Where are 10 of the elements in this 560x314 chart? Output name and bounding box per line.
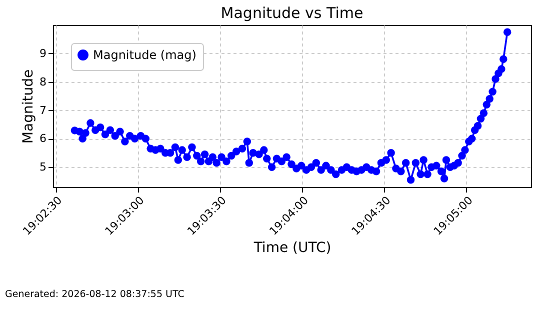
y-tick-label: 8 xyxy=(40,75,46,88)
chart-title: Magnitude vs Time xyxy=(220,4,364,22)
y-tick-label: 6 xyxy=(40,132,46,146)
y-tick-label: 7 xyxy=(40,104,46,117)
legend-label: Magnitude (mag) xyxy=(93,48,196,62)
y-tick-label: 5 xyxy=(40,160,46,174)
text: Generated: 2026-08-12 08:37:55 UTC xyxy=(5,289,185,300)
y-tick-label: 9 xyxy=(40,46,46,60)
x-axis-title: Time (UTC) xyxy=(252,240,332,256)
y-axis-title: Magnitude xyxy=(20,69,36,144)
